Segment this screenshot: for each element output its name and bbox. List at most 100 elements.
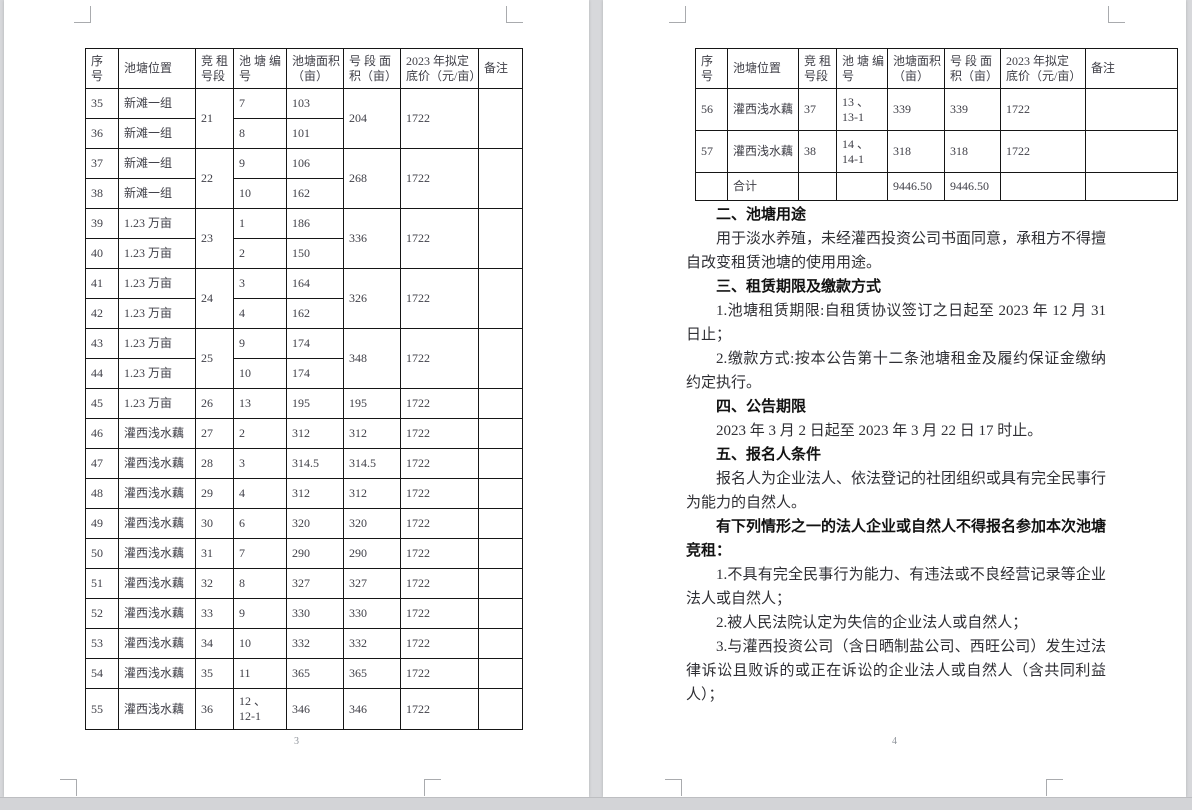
table-cell[interactable]: 32 xyxy=(195,568,234,599)
table-cell[interactable]: 2 xyxy=(233,238,287,269)
table-cell[interactable]: 36 xyxy=(85,118,119,149)
column-header[interactable]: 号 段 面 积（亩） xyxy=(343,48,401,89)
table-cell[interactable]: 8 xyxy=(233,118,287,149)
paragraph[interactable]: 报名人为企业法人、依法登记的社团组织或具有完全民事行为能力的自然人。 xyxy=(686,471,1107,511)
table-cell[interactable]: 灌西浅水藕 xyxy=(118,508,196,539)
table-cell[interactable]: 1.23 万亩 xyxy=(118,268,196,299)
table-cell[interactable]: 灌西浅水藕 xyxy=(118,628,196,659)
table-cell[interactable] xyxy=(478,628,523,659)
column-header[interactable]: 序 号 xyxy=(695,48,728,89)
table-cell[interactable]: 7 xyxy=(233,88,287,119)
paragraph[interactable]: 2.缴款方式:按本公告第十二条池塘租金及履约保证金缴纳约定执行。 xyxy=(686,351,1106,391)
table-cell[interactable]: 35 xyxy=(85,88,119,119)
table-cell[interactable] xyxy=(478,568,523,599)
table-cell[interactable]: 13 、 13-1 xyxy=(836,88,888,131)
table-cell[interactable]: 318 xyxy=(887,130,945,173)
paragraph[interactable]: 1.池塘租赁期限:自租赁协议签订之日起至 2023 年 12 月 31 日止； xyxy=(686,303,1106,343)
table-cell[interactable]: 174 xyxy=(286,328,344,359)
table-cell[interactable]: 11 xyxy=(233,658,287,689)
column-header[interactable]: 池 塘 编 号 xyxy=(836,48,888,89)
table-cell[interactable]: 1722 xyxy=(400,508,479,539)
table-cell[interactable]: 21 xyxy=(195,88,234,149)
table-cell[interactable]: 1722 xyxy=(400,598,479,629)
table-cell[interactable] xyxy=(1085,88,1178,131)
table-cell[interactable]: 4 xyxy=(233,298,287,329)
table-cell[interactable]: 52 xyxy=(85,598,119,629)
table-cell[interactable]: 103 xyxy=(286,88,344,119)
table-cell[interactable] xyxy=(478,418,523,449)
table-cell[interactable]: 2 xyxy=(233,418,287,449)
table-cell[interactable]: 51 xyxy=(85,568,119,599)
table-cell[interactable]: 332 xyxy=(286,628,344,659)
table-cell[interactable] xyxy=(478,88,523,149)
table-cell[interactable] xyxy=(478,598,523,629)
table-cell[interactable]: 28 xyxy=(195,448,234,479)
table-cell[interactable]: 326 xyxy=(343,268,401,329)
table-cell[interactable]: 50 xyxy=(85,538,119,569)
table-cell[interactable] xyxy=(478,478,523,509)
column-header[interactable]: 池塘位置 xyxy=(727,48,799,89)
table-cell[interactable]: 3 xyxy=(233,268,287,299)
table-cell[interactable] xyxy=(478,688,523,730)
paragraph[interactable]: 2023 年 3 月 2 日起至 2023 年 3 月 22 日 17 时止。 xyxy=(716,423,1043,439)
table-cell[interactable]: 1722 xyxy=(400,148,479,209)
table-cell[interactable]: 332 xyxy=(343,628,401,659)
table-cell[interactable]: 1 xyxy=(233,208,287,239)
table-cell[interactable]: 27 xyxy=(195,418,234,449)
table-cell[interactable]: 9446.50 xyxy=(944,172,1001,201)
table-cell[interactable]: 12 、 12-1 xyxy=(233,688,287,730)
table-cell[interactable]: 灌西浅水藕 xyxy=(118,688,196,730)
table-cell[interactable]: 49 xyxy=(85,508,119,539)
column-header[interactable]: 备注 xyxy=(1085,48,1178,89)
table-cell[interactable] xyxy=(478,448,523,479)
paragraph[interactable]: 2.被人民法院认定为失信的企业法人或自然人； xyxy=(716,615,1028,631)
table-cell[interactable]: 灌西浅水藕 xyxy=(118,418,196,449)
column-header[interactable]: 2023 年拟定 底价（元/亩） xyxy=(400,48,479,89)
table-cell[interactable]: 灌西浅水藕 xyxy=(118,478,196,509)
table-cell[interactable]: 327 xyxy=(343,568,401,599)
table-cell[interactable]: 31 xyxy=(195,538,234,569)
table-cell[interactable]: 106 xyxy=(286,148,344,179)
table-cell[interactable]: 灌西浅水藕 xyxy=(727,88,799,131)
table-cell[interactable]: 162 xyxy=(286,178,344,209)
table-cell[interactable]: 1722 xyxy=(400,658,479,689)
table-cell[interactable]: 6 xyxy=(233,508,287,539)
table-cell[interactable] xyxy=(1085,130,1178,173)
section-heading[interactable]: 二、池塘用途 xyxy=(716,207,807,223)
table-cell[interactable]: 1722 xyxy=(400,88,479,149)
table-cell[interactable]: 1722 xyxy=(400,478,479,509)
table-cell[interactable]: 1.23 万亩 xyxy=(118,328,196,359)
table-cell[interactable]: 灌西浅水藕 xyxy=(118,448,196,479)
table-cell[interactable]: 327 xyxy=(286,568,344,599)
table-cell[interactable]: 314.5 xyxy=(286,448,344,479)
table-cell[interactable]: 336 xyxy=(343,208,401,269)
table-cell[interactable]: 312 xyxy=(343,418,401,449)
table-cell[interactable]: 314.5 xyxy=(343,448,401,479)
table-cell[interactable] xyxy=(478,658,523,689)
section-heading[interactable]: 五、报名人条件 xyxy=(716,447,822,463)
table-cell[interactable]: 174 xyxy=(286,358,344,389)
table-cell[interactable]: 1722 xyxy=(400,388,479,419)
column-header[interactable]: 池 塘 编 号 xyxy=(233,48,287,89)
column-header[interactable]: 池塘面积 （亩） xyxy=(887,48,945,89)
table-cell[interactable]: 47 xyxy=(85,448,119,479)
table-cell[interactable]: 36 xyxy=(195,688,234,730)
table-cell[interactable]: 38 xyxy=(798,130,837,173)
paragraph[interactable]: 用于淡水养殖，未经灌西投资公司书面同意，承租方不得擅自改变租赁池塘的使用用途。 xyxy=(686,231,1107,271)
table-cell[interactable]: 13 xyxy=(233,388,287,419)
table-cell[interactable]: 合计 xyxy=(727,172,799,201)
table-cell[interactable]: 9 xyxy=(233,148,287,179)
table-cell[interactable]: 灌西浅水藕 xyxy=(727,130,799,173)
table-cell[interactable]: 312 xyxy=(286,478,344,509)
table-cell[interactable]: 37 xyxy=(85,148,119,179)
table-cell[interactable]: 34 xyxy=(195,628,234,659)
table-cell[interactable]: 42 xyxy=(85,298,119,329)
column-header[interactable]: 竞 租 号段 xyxy=(195,48,234,89)
column-header[interactable]: 序 号 xyxy=(85,48,119,89)
section-heading[interactable]: 有下列情形之一的法人企业或自然人不得报名参加本次池塘竞租： xyxy=(686,519,1107,559)
table-cell[interactable]: 35 xyxy=(195,658,234,689)
table-cell[interactable]: 268 xyxy=(343,148,401,209)
table-cell[interactable]: 346 xyxy=(286,688,344,730)
table-cell[interactable]: 37 xyxy=(798,88,837,131)
table-cell[interactable]: 312 xyxy=(343,478,401,509)
